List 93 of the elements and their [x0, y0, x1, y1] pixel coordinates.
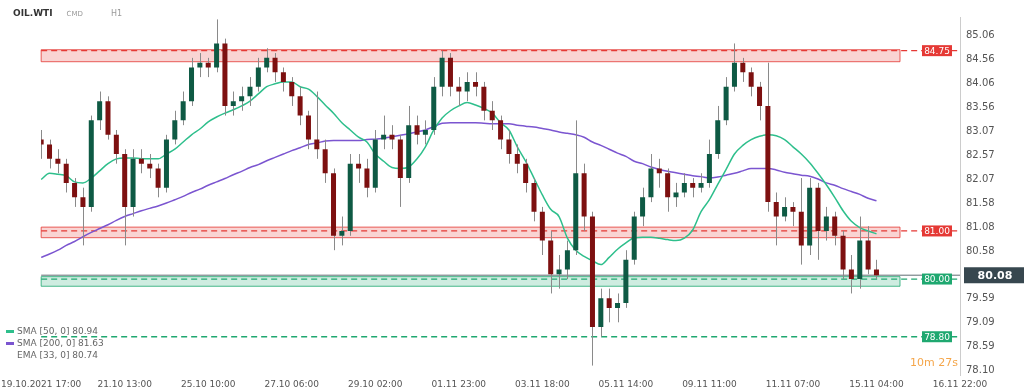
x-tick-label: 01.11 23:00 — [431, 378, 487, 389]
y-tick-label: 84.56 — [966, 53, 995, 65]
candlestick — [673, 182, 679, 208]
candlestick — [773, 191, 779, 246]
legend-label: SMA [50, 0] 80.94 — [17, 325, 99, 337]
annotation: 10m 27s — [910, 356, 958, 369]
candlestick — [464, 71, 470, 102]
candlestick — [247, 76, 253, 107]
candlestick — [514, 143, 520, 174]
candlestick — [414, 115, 420, 145]
candlestick — [280, 66, 286, 93]
candlestick — [782, 196, 788, 222]
candlestick — [55, 148, 61, 174]
candlestick — [748, 66, 754, 97]
candlestick — [239, 86, 245, 112]
ref-line-label: 80.08 — [977, 268, 1013, 282]
candlestick — [389, 124, 395, 150]
x-tick-label: 19.10.2021 17:00 — [1, 378, 82, 389]
y-tick-label: 82.07 — [966, 173, 995, 185]
candlestick — [172, 110, 178, 145]
candlestick — [97, 91, 103, 131]
candlestick — [180, 91, 186, 126]
candlestick — [364, 158, 370, 198]
x-tick-label: 15.11 04:00 — [849, 378, 905, 389]
candlestick — [690, 177, 696, 198]
candlestick — [297, 86, 303, 126]
x-tick-label: 16.11 22:00 — [932, 378, 988, 389]
x-tick-label: 27.10 06:00 — [264, 378, 320, 389]
candlestick — [681, 172, 687, 198]
candlestick — [823, 206, 829, 242]
y-tick-label: 83.56 — [966, 101, 995, 113]
candlestick — [523, 158, 529, 193]
candlestick — [264, 47, 270, 73]
x-tick-label: 29.10 02:00 — [348, 378, 403, 389]
line-series — [40, 122, 878, 259]
candlestick — [640, 187, 646, 227]
y-tick-label: 81.58 — [966, 196, 995, 208]
x-tick-label: 03.11 18:00 — [515, 378, 570, 389]
y-tick-label: 81.08 — [966, 220, 995, 232]
y-tick-label: 80.58 — [966, 244, 995, 256]
y-tick-label: 79.59 — [966, 292, 995, 304]
y-tick-label: 78.10 — [966, 363, 995, 375]
candlestick — [272, 52, 278, 83]
candlestick — [230, 91, 236, 117]
y-tick-label: 83.07 — [966, 125, 995, 137]
y-tick-label: 85.06 — [966, 29, 995, 41]
candlestick — [72, 177, 78, 208]
candlestick — [473, 71, 479, 97]
candlestick — [832, 211, 838, 246]
candlestick — [790, 201, 796, 227]
candlestick — [138, 148, 144, 174]
y-tick-label: 79.09 — [966, 316, 995, 328]
candlestick — [848, 254, 854, 294]
candlestick — [63, 158, 69, 193]
ref-line-label: 80.00 — [924, 273, 951, 284]
candlestick — [656, 158, 662, 189]
candlestick — [255, 57, 261, 93]
x-tick-label: 05.11 14:00 — [598, 378, 654, 389]
candlestick — [456, 76, 462, 107]
annotation: EMA [33, 0] 80.74 — [16, 349, 100, 361]
y-tick-label: 84.06 — [966, 77, 995, 89]
candlestick — [113, 129, 119, 165]
candlestick — [381, 115, 387, 150]
candlestick — [47, 139, 53, 169]
candlestick — [873, 259, 879, 280]
candlestick — [422, 119, 428, 145]
ref-line-label: 81.00 — [924, 225, 951, 236]
candlestick — [615, 292, 621, 323]
chart-title: OIL.WTI — [13, 8, 53, 18]
annotation: H1 — [110, 9, 123, 18]
ref-line-label: 78.80 — [924, 331, 951, 342]
candlestick — [556, 254, 562, 290]
y-tick-label: 78.59 — [966, 340, 995, 352]
candlestick — [564, 240, 570, 280]
candlestick — [698, 172, 704, 193]
x-tick-label: 11.11 07:00 — [765, 378, 821, 389]
candlestick — [314, 91, 320, 160]
candlestick — [606, 288, 612, 323]
y-tick-label: 82.57 — [966, 149, 995, 161]
x-tick-label: 25.10 10:00 — [180, 378, 236, 389]
candlestick — [155, 163, 161, 198]
x-tick-label: 09.11 11:00 — [682, 378, 737, 389]
candlestick — [80, 187, 86, 246]
candlestick — [740, 57, 746, 83]
candlestick — [339, 216, 345, 246]
legend-label: SMA [200, 0] 81.63 — [17, 337, 104, 349]
candlestick — [289, 76, 295, 107]
candlestick — [489, 100, 495, 131]
ref-line-label: 84.75 — [924, 45, 950, 56]
candlestick — [757, 81, 763, 121]
candlestick — [498, 115, 504, 150]
x-tick-label: 21.10 13:00 — [97, 378, 153, 389]
candlestick — [506, 129, 512, 165]
